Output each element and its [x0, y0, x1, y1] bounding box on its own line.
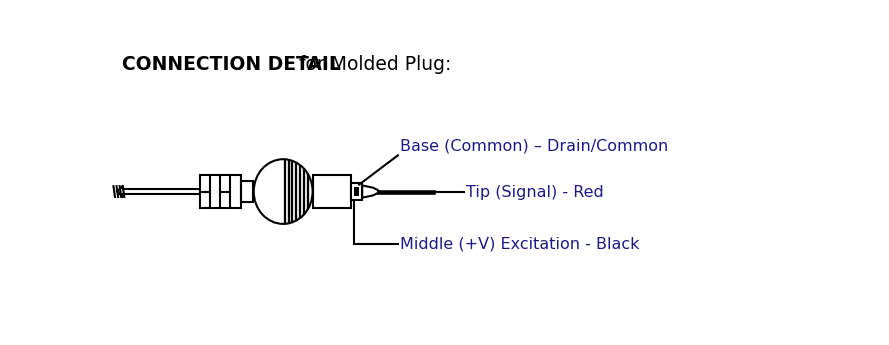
Bar [313, 175, 351, 208]
Bar [355, 187, 359, 196]
Text: Middle (+V) Excitation - Black: Middle (+V) Excitation - Black [400, 236, 640, 252]
Text: Tip (Signal) - Red: Tip (Signal) - Red [466, 185, 604, 200]
Text: for Molded Plug:: for Molded Plug: [299, 55, 451, 74]
Ellipse shape [253, 159, 313, 224]
Bar [241, 181, 253, 202]
Bar [351, 183, 362, 200]
Polygon shape [362, 185, 380, 198]
Bar [200, 175, 241, 208]
Text: CONNECTION DETAIL: CONNECTION DETAIL [122, 55, 348, 74]
Text: Base (Common) – Drain/Common: Base (Common) – Drain/Common [400, 139, 669, 154]
